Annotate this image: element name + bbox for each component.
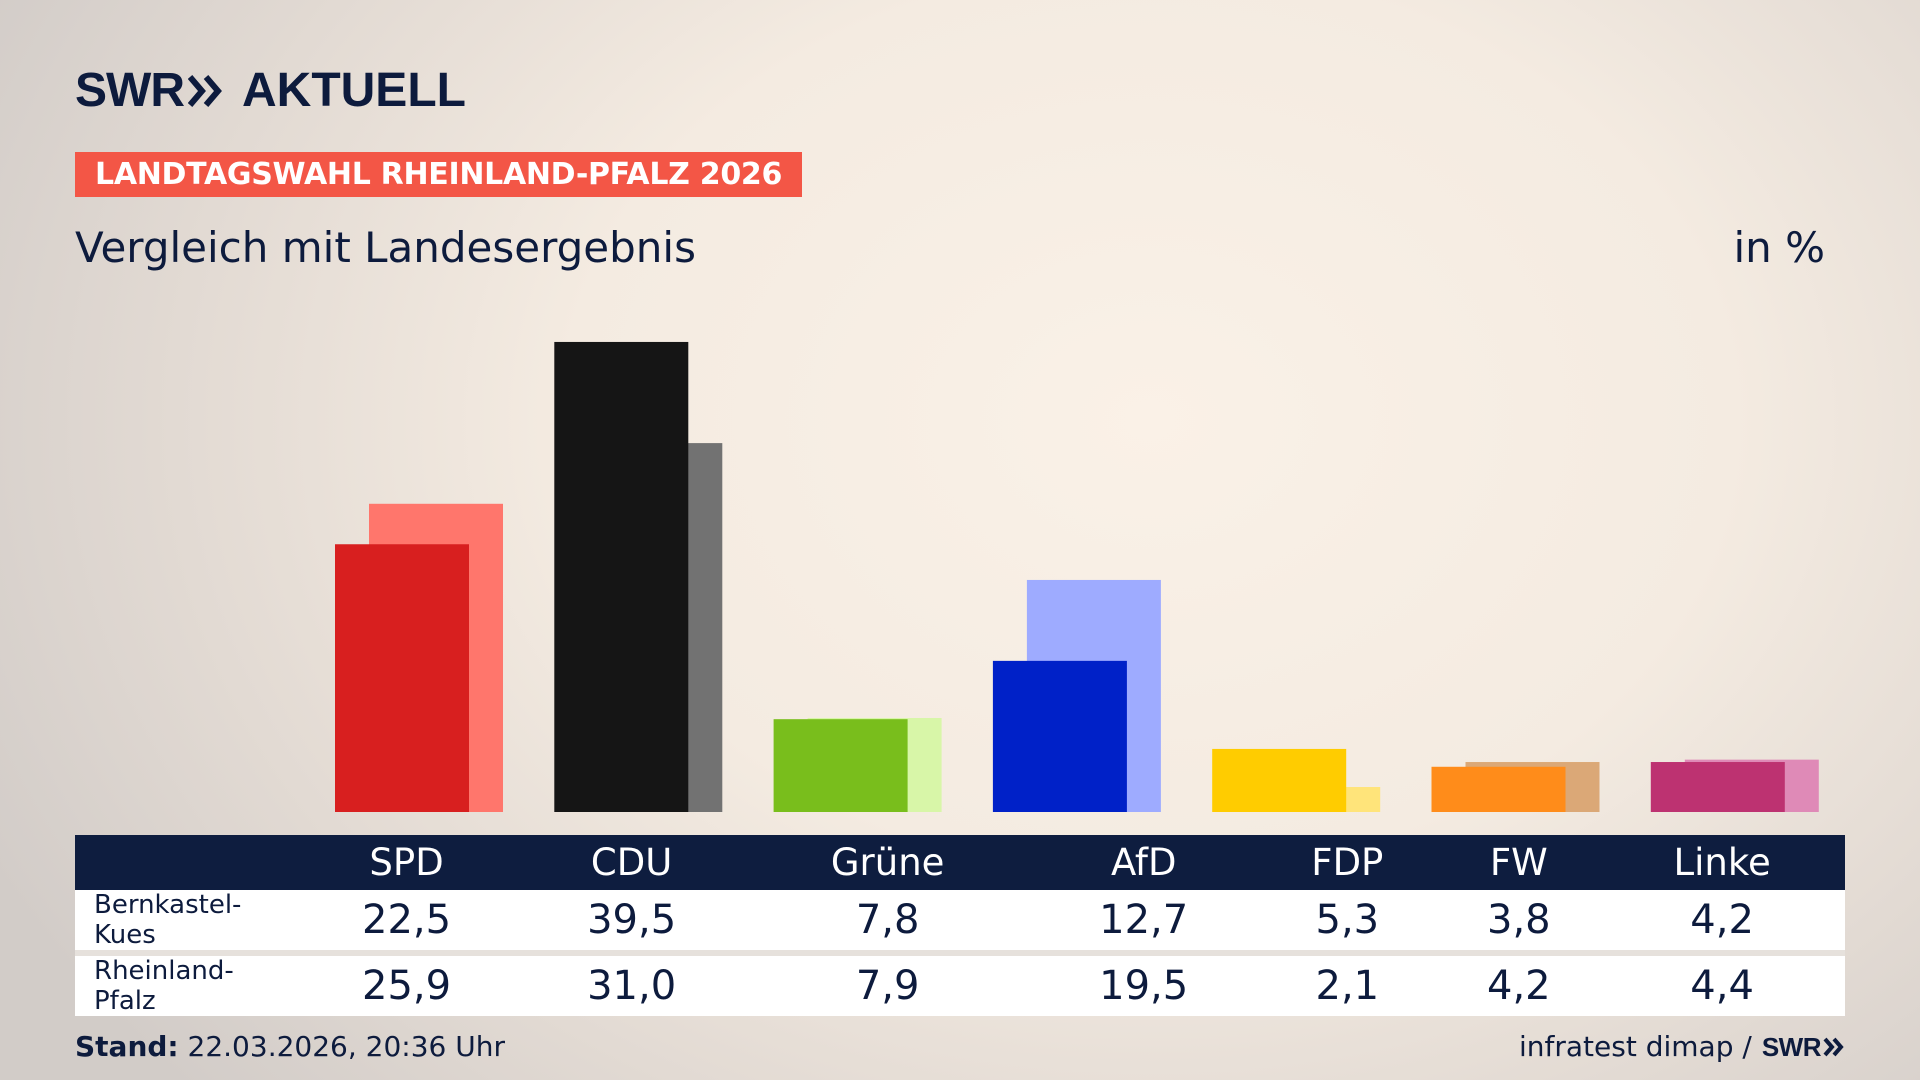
stand-label: Stand:: [75, 1030, 179, 1063]
bar-fdp-series-1: [1212, 748, 1347, 812]
bar-spd-series-1: [335, 544, 469, 812]
table-header-linke: Linke: [1599, 835, 1845, 890]
table-row: Bernkastel-Kues 22,5 39,5 7,8 12,7 5,3 3,8 4,2: [75, 890, 1845, 956]
bar-cdu-series-1: [554, 341, 689, 812]
logo-swr-text: SWR: [75, 64, 185, 117]
election-badge: LANDTAGSWAHL RHEINLAND-PFALZ 2026: [75, 152, 803, 197]
double-chevron-right-icon: [1823, 1037, 1844, 1057]
swr-aktuell-logo: SWR AKTUELL: [75, 66, 466, 116]
value-fw: 4,2: [1438, 956, 1600, 1016]
double-chevron-right-icon: [187, 75, 222, 107]
value-linke: 4,2: [1599, 890, 1845, 956]
logo-aktuell-text: AKTUELL: [241, 64, 466, 117]
value-afd: 19,5: [1031, 956, 1257, 1016]
value-cdu: 39,5: [519, 890, 745, 956]
source-text: infratest dimap /: [1519, 1030, 1752, 1063]
value-grüne: 7,9: [744, 956, 1032, 1016]
table-header-row: SPD CDU Grüne AfD FDP FW Linke: [75, 835, 1845, 890]
bar-chart: [335, 341, 1819, 812]
unit-label: in %: [1733, 223, 1825, 272]
bar-linke-series-1: [1650, 762, 1785, 812]
footer-swr-logo: SWR: [1761, 1032, 1822, 1062]
row-region-label: Rheinland-Pfalz: [75, 956, 294, 1016]
table-header-afd: AfD: [1031, 835, 1257, 890]
value-grüne: 7,8: [744, 890, 1032, 956]
value-cdu: 31,0: [519, 956, 745, 1016]
table-header-grüne: Grüne: [744, 835, 1032, 890]
value-spd: 25,9: [294, 956, 520, 1016]
value-afd: 12,7: [1031, 890, 1257, 956]
value-fdp: 5,3: [1256, 890, 1439, 956]
value-fdp: 2,1: [1256, 956, 1439, 1016]
table-header-cdu: CDU: [519, 835, 745, 890]
table-header-fw: FW: [1438, 835, 1600, 890]
value-fw: 3,8: [1438, 890, 1600, 956]
bar-afd-series-1: [992, 660, 1127, 812]
table-header-empty: [75, 835, 294, 890]
table-body: Bernkastel-Kues 22,5 39,5 7,8 12,7 5,3 3,8 4,2 R…: [75, 890, 1845, 1016]
footer-source: infratest dimap / SWR: [1519, 1030, 1845, 1064]
value-spd: 22,5: [294, 890, 520, 956]
row-region-label: Bernkastel-Kues: [75, 890, 294, 956]
bar-grüne-series-1: [773, 719, 908, 812]
footer-timestamp: Stand: 22.03.2026, 20:36 Uhr: [75, 1030, 505, 1064]
chart-subtitle: Vergleich mit Landesergebnis: [75, 223, 696, 272]
table-header-spd: SPD: [294, 835, 520, 890]
value-linke: 4,4: [1599, 956, 1845, 1016]
table-row: Rheinland-Pfalz 25,9 31,0 7,9 19,5 2,1 4,2 4,4: [75, 956, 1845, 1016]
results-table: SPD CDU Grüne AfD FDP FW Linke Bernkastel-Kues…: [75, 835, 1845, 1016]
bar-fw-series-1: [1431, 766, 1566, 812]
stand-value: 22.03.2026, 20:36 Uhr: [187, 1030, 505, 1063]
table-header-fdp: FDP: [1256, 835, 1439, 890]
